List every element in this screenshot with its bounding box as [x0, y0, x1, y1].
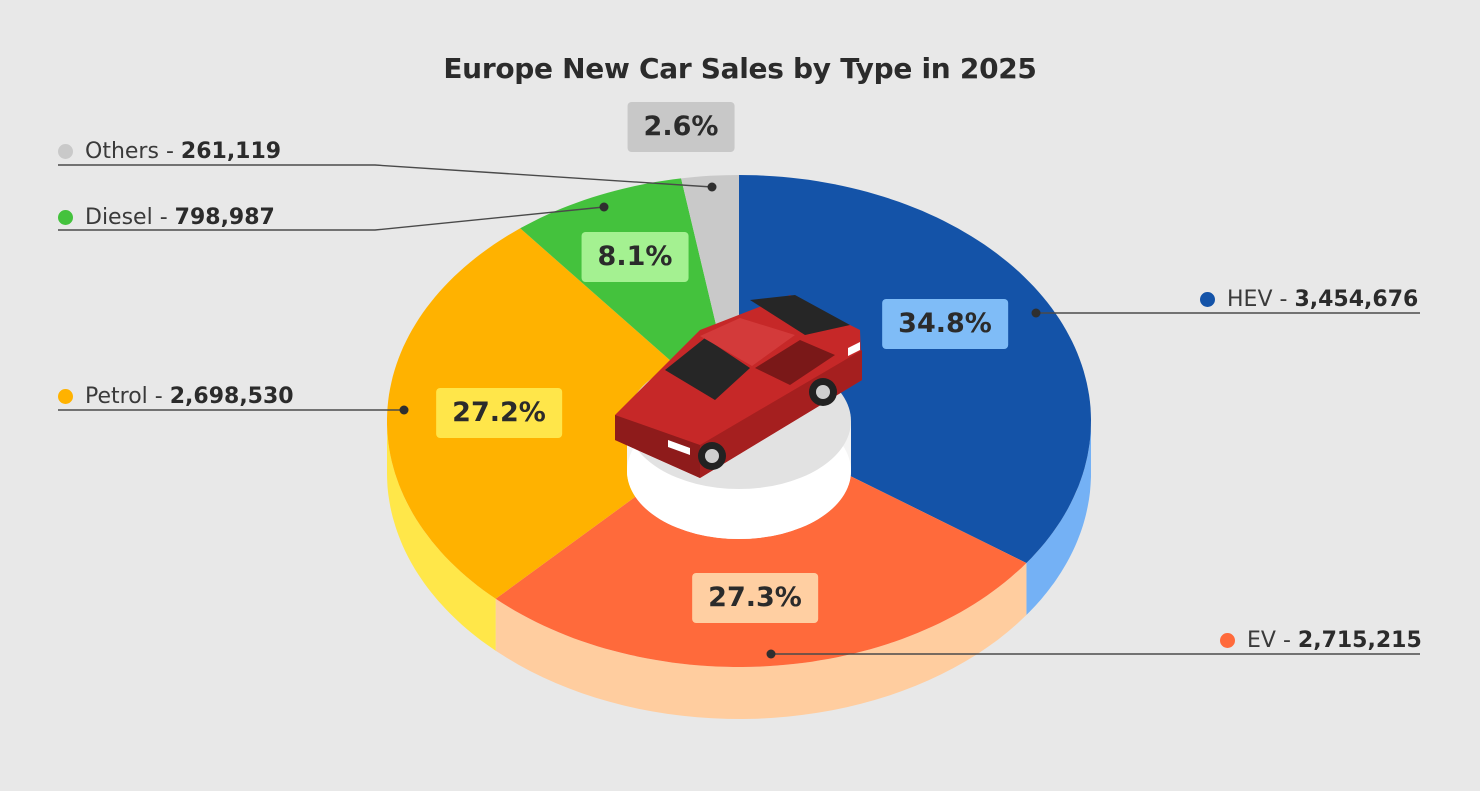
legend-separator: - — [159, 205, 168, 230]
leader-dot-petrol — [399, 405, 409, 415]
pie-side-walls — [387, 421, 1091, 719]
legend-name: HEV — [1227, 287, 1273, 312]
legend-separator: - — [1282, 628, 1291, 653]
leader-line-diesel — [58, 206, 605, 231]
legend-dot — [58, 389, 73, 404]
leader-dot-hev — [1031, 308, 1041, 318]
pie-side-petrol — [387, 421, 496, 651]
legend-separator: - — [165, 139, 174, 164]
legend-name: Diesel — [85, 205, 153, 230]
legend-separator: - — [154, 384, 163, 409]
red-car-icon — [615, 295, 862, 478]
legend-dot — [58, 144, 73, 159]
legend-dot — [1220, 633, 1235, 648]
pie-slice-petrol — [387, 228, 739, 599]
legend-value: 261,119 — [180, 139, 282, 164]
legend-dot — [1200, 292, 1215, 307]
legend-name: EV — [1247, 628, 1276, 653]
legend-name: Others — [85, 139, 159, 164]
legend-diesel: Diesel -798,987 — [58, 205, 275, 230]
leader-lines — [58, 164, 1420, 659]
pie-side-hev — [1026, 421, 1091, 615]
pie-slice-hev — [739, 175, 1091, 563]
legend-ev: EV -2,715,215 — [1220, 628, 1422, 653]
chart-title: Europe New Car Sales by Type in 2025 — [443, 52, 1037, 85]
percent-label-others: 2.6% — [627, 102, 735, 152]
leader-dot-others — [707, 182, 717, 192]
pie-slice-ev — [495, 421, 1027, 667]
pie-side-ev — [495, 563, 1027, 719]
percent-label-diesel: 8.1% — [581, 232, 689, 282]
legend-separator: - — [1279, 287, 1288, 312]
percent-label-hev: 34.8% — [882, 299, 1008, 349]
percent-label-ev: 27.3% — [692, 573, 818, 623]
legend-value: 2,715,215 — [1297, 628, 1422, 653]
legend-value: 2,698,530 — [169, 384, 294, 409]
legend-value: 3,454,676 — [1294, 287, 1419, 312]
legend-petrol: Petrol -2,698,530 — [58, 384, 294, 409]
legend-dot — [58, 210, 73, 225]
leader-dot-ev — [766, 649, 776, 659]
legend-name: Petrol — [85, 384, 148, 409]
leader-line-others — [58, 164, 713, 188]
legend-others: Others -261,119 — [58, 139, 281, 164]
legend-value: 798,987 — [174, 205, 275, 230]
leader-dot-diesel — [599, 202, 609, 212]
percent-label-petrol: 27.2% — [436, 388, 562, 438]
legend-hev: HEV -3,454,676 — [1200, 287, 1418, 312]
